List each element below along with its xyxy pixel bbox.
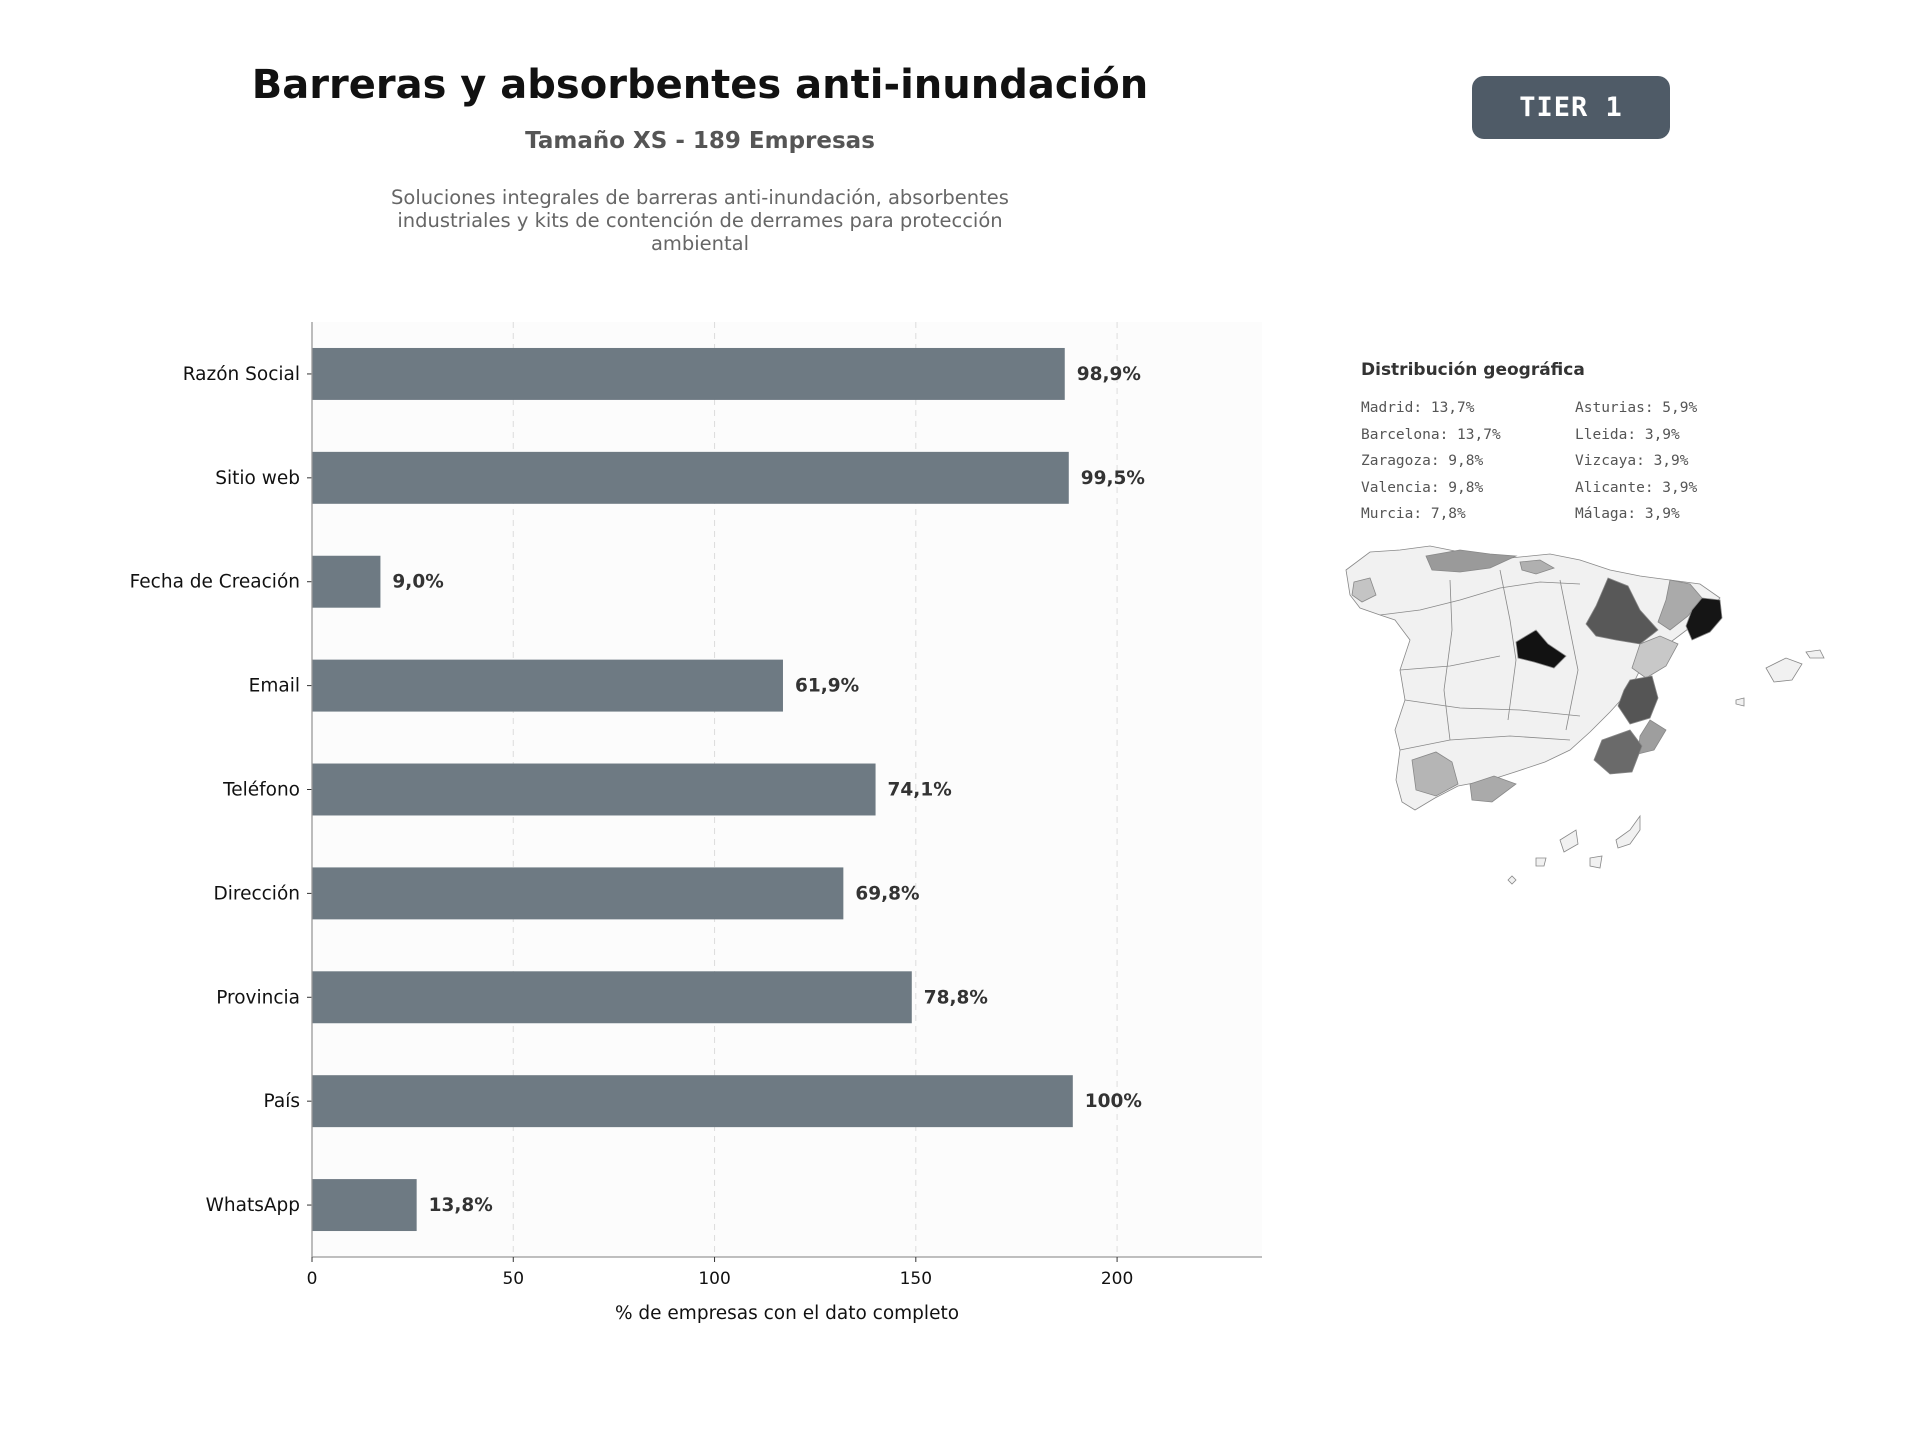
x-tick-label: 100 [698,1269,730,1289]
bar [312,1075,1073,1128]
geo-item: Asturias: 5,9% [1575,400,1698,416]
bar [312,867,844,920]
spain-mainland-region [1345,545,1721,811]
geo-item: Málaga: 3,9% [1575,506,1680,522]
bar [312,659,783,712]
x-tick-label: 200 [1101,1269,1133,1289]
barcelona-region [1685,597,1723,641]
page-subtitle: Tamaño XS - 189 Empresas [525,128,875,154]
canary-islands-3 [1535,857,1547,867]
page-description: Soluciones integrales de barreras anti-i… [391,186,1009,255]
balearic-islands-2 [1805,649,1825,659]
balearic-islands-3 [1735,697,1745,707]
tier-badge: TIER 1 [1472,76,1670,139]
lleida-region [1657,579,1703,631]
zaragoza-region [1585,577,1659,645]
bar-value-label: 9,0% [392,572,443,593]
bar [312,451,1069,504]
bar-value-label: 13,8% [429,1195,493,1216]
asturias-region [1425,549,1518,573]
x-axis-title: % de empresas con el dato completo [615,1303,959,1324]
valencia-region [1617,675,1659,725]
bar-value-label: 100% [1085,1091,1142,1112]
x-tick-label: 50 [502,1269,524,1289]
geo-item: Barcelona: 13,7% [1361,426,1501,443]
madrid-region [1515,629,1567,669]
canary-islands-5 [1507,875,1517,885]
vizcaya-region [1519,559,1555,575]
alicante-region [1637,719,1667,755]
category-label: Sitio web [215,468,300,489]
bar-value-label: 74,1% [888,780,952,801]
bar-value-label: 61,9% [795,676,859,697]
geo-item: Valencia: 9,8% [1361,479,1484,496]
category-label: Teléfono [222,780,300,801]
tarragona-region [1631,635,1679,679]
murcia-region [1593,729,1643,775]
bar-value-label: 99,5% [1081,468,1145,489]
balearic-islands [1765,657,1803,683]
geo-item: Murcia: 7,8% [1361,506,1466,522]
sevilla-region [1411,751,1459,797]
canary-islands [1559,829,1579,853]
x-tick-label: 150 [900,1269,932,1289]
bar-value-label: 69,8% [855,883,919,904]
spain-choropleth-map [1345,545,1825,885]
bar [312,1179,417,1232]
category-label: País [264,1091,300,1112]
region-borders [1379,569,1581,751]
canary-islands-2 [1589,855,1603,869]
geo-item: Lleida: 3,9% [1575,426,1680,443]
geo-item: Vizcaya: 3,9% [1575,453,1689,469]
bar-value-label: 78,8% [924,987,988,1008]
geo-distribution-list: Madrid: 13,7% Asturias: 5,9% Barcelona: … [1361,398,1721,531]
category-label: Email [249,676,300,697]
geo-item: Alicante: 3,9% [1575,479,1698,496]
galicia-region [1351,577,1377,603]
malaga-region [1469,775,1517,803]
geo-item: Zaragoza: 9,8% [1361,453,1484,469]
geo-item: Madrid: 13,7% [1361,400,1475,416]
category-label: Razón Social [183,364,300,385]
category-label: Dirección [214,883,301,904]
geo-distribution-title: Distribución geográfica [1361,360,1585,380]
bar [312,971,912,1024]
category-label: Provincia [216,987,300,1008]
category-label: WhatsApp [206,1195,300,1216]
canary-islands-4 [1615,814,1641,849]
bar-chart: 98,9% Razón Social 99,5% Sitio web 9,0% Fecha… [130,322,1262,1324]
x-tick-label: 0 [307,1269,318,1289]
bar [312,555,381,608]
bar [312,763,876,816]
category-label: Fecha de Creación [130,572,300,593]
bar-value-label: 98,9% [1077,364,1141,385]
bar [312,347,1065,400]
page-title: Barreras y absorbentes anti-inundación [251,62,1149,108]
